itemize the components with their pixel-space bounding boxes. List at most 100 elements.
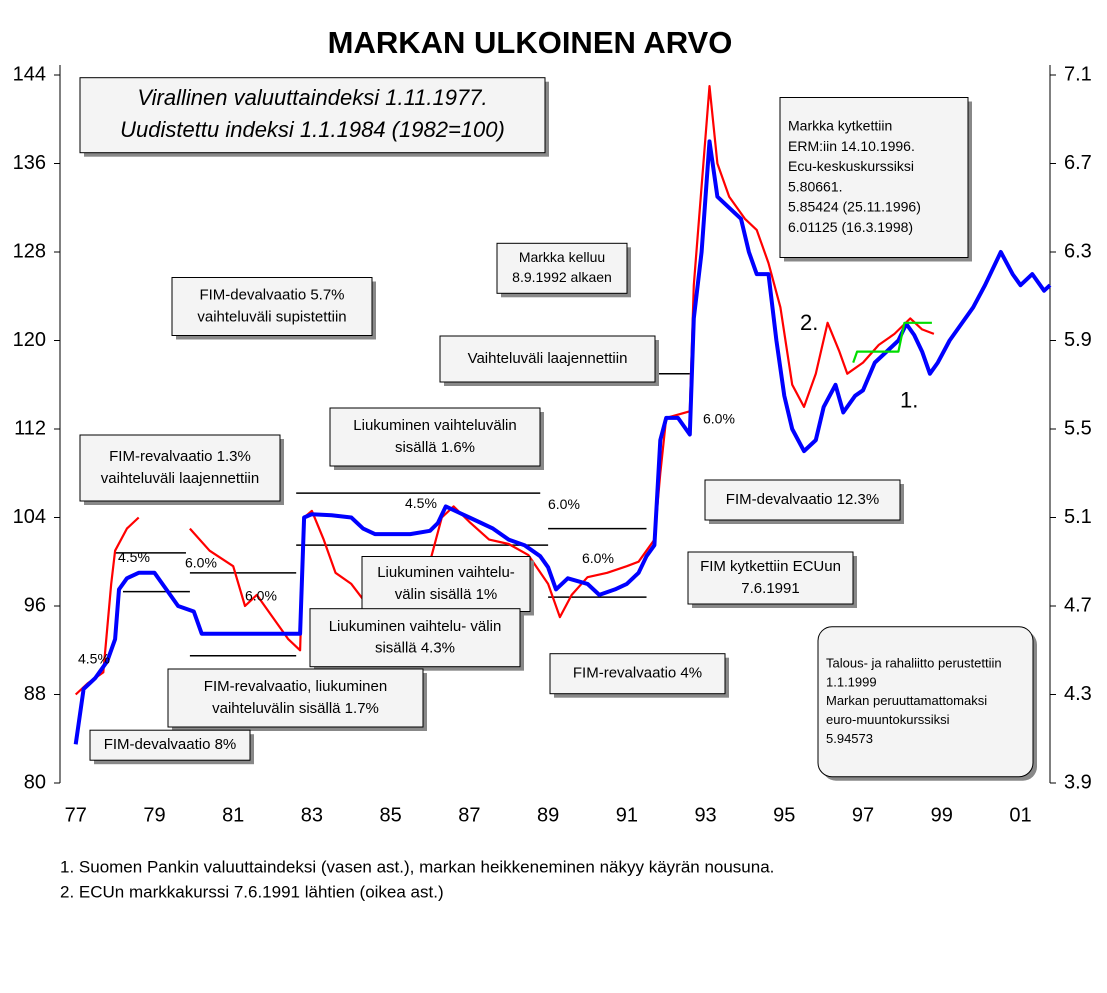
y2-tick-label: 5.9	[1064, 329, 1092, 351]
y2-tick-label: 7.1	[1064, 63, 1092, 85]
x-tick-label: 01	[1009, 804, 1031, 826]
annotation-text: ERM:iin 14.10.1996.	[788, 138, 915, 154]
box-frame	[496, 242, 628, 294]
small-label: 6.0%	[582, 550, 614, 566]
annotation-box: FIM-devalvaatio 5.7% vaihteluväli supiste…	[171, 277, 376, 340]
small-label: 6.0%	[548, 496, 580, 512]
box-frame	[704, 479, 901, 521]
annotation-text: euro-muuntokurssiksi	[826, 712, 950, 727]
x-tick-label: 95	[773, 804, 795, 826]
box-frame	[171, 277, 373, 336]
annotation-box: FIM-devalvaatio 8%	[89, 729, 254, 765]
chart-title: MARKAN ULKOINEN ARVO	[328, 25, 733, 60]
x-tick-label: 89	[537, 804, 559, 826]
y-tick-label: 136	[13, 152, 46, 174]
annotation-text: Markan peruuttamattomaksi	[826, 693, 987, 708]
y2-tick-label: 3.9	[1064, 771, 1092, 793]
y-tick-label: 120	[13, 329, 46, 351]
x-tick-label: 83	[301, 804, 323, 826]
annotation-text: Liukuminen vaihteluvälin	[353, 417, 516, 434]
y-tick-label: 88	[24, 683, 46, 705]
small-label: 4.5%	[405, 495, 437, 511]
annotation-text: Markka kelluu	[519, 249, 605, 265]
box-frame	[361, 556, 531, 612]
annotation-text: vaihteluvälin sisällä 1.7%	[212, 700, 379, 717]
annotation-text: Vaihteluväli laajennettiin	[468, 350, 628, 367]
series-line	[852, 321, 932, 363]
small-label: 4.5%	[78, 651, 110, 667]
box-frame	[89, 729, 251, 761]
annotation-text: FIM-revalvaatio, liukuminen	[204, 678, 387, 695]
annotation-text: Uudistettu indeksi 1.1.1984 (1982=100)	[120, 117, 505, 142]
annotation-text: FIM-revalvaatio 4%	[573, 665, 702, 682]
y-tick-label: 128	[13, 240, 46, 262]
annotation-box: Vaihteluväli laajennettiin	[439, 335, 659, 386]
box-frame	[687, 551, 854, 605]
small-label: 6.0%	[185, 554, 217, 570]
box-frame	[817, 626, 1034, 778]
annotation-text: sisällä 4.3%	[375, 640, 455, 657]
small-label: 2.	[800, 310, 818, 335]
x-tick-label: 93	[694, 804, 716, 826]
y2-tick-label: 4.3	[1064, 683, 1092, 705]
annotation-text: sisällä 1.6%	[395, 439, 475, 456]
annotation-box: FIM-revalvaatio 1.3% vaihteluväli laajenn…	[79, 434, 284, 505]
y-tick-label: 104	[13, 506, 46, 528]
y2-tick-label: 6.3	[1064, 240, 1092, 262]
annotation-text: 5.94573	[826, 731, 873, 746]
annotation-box: FIM-revalvaatio 4%	[549, 653, 729, 698]
annotation-box: FIM kytkettiin ECUun 7.6.1991	[687, 551, 857, 608]
annotation-box: Markka kelluu 8.9.1992 alkaen	[496, 242, 631, 298]
annotation-box: Virallinen valuuttaindeksi 1.11.1977. Uud…	[79, 77, 549, 157]
annotation-text: Virallinen valuuttaindeksi 1.11.1977.	[137, 85, 487, 110]
box-frame	[309, 608, 521, 668]
annotation-box: Liukuminen vaihtelu-välin sisällä 1%	[361, 556, 534, 616]
annotation-text: Ecu-keskuskurssiksi	[788, 158, 914, 174]
annotation-box: FIM-revalvaatio, liukuminen vaihteluvälin…	[167, 668, 427, 731]
box-frame	[79, 434, 281, 502]
annotation-text: Liukuminen vaihtelu- välin	[329, 618, 502, 635]
annotation-text: Markka kytkettiin	[788, 117, 892, 133]
annotation-text: 5.80661.	[788, 178, 843, 194]
annotation-text: 5.85424 (25.11.1996)	[788, 199, 921, 215]
annotation-text: FIM-devalvaatio 5.7%	[199, 287, 344, 304]
y-tick-label: 112	[14, 417, 46, 439]
y2-tick-label: 5.1	[1064, 506, 1092, 528]
annotation-box: Liukuminen vaihtelu- välin sisällä 4.3%	[309, 608, 524, 671]
box-frame	[167, 668, 424, 728]
y-tick-label: 144	[13, 63, 46, 85]
box-frame	[549, 653, 726, 695]
x-tick-label: 85	[380, 804, 402, 826]
annotation-text: FIM kytkettiin ECUun	[700, 558, 841, 575]
x-tick-label: 77	[65, 804, 87, 826]
annotation-text: FIM-devalvaatio 12.3%	[726, 491, 879, 508]
annotation-box: Liukuminen vaihteluvälin sisällä 1.6%	[329, 407, 544, 470]
x-tick-label: 79	[143, 804, 165, 826]
annotation-text: Liukuminen vaihtelu-	[377, 564, 515, 581]
y2-tick-label: 6.7	[1064, 152, 1092, 174]
x-tick-label: 81	[222, 804, 244, 826]
annotation-text: vaihteluväli supistettiin	[197, 308, 346, 325]
small-label: 1.	[900, 388, 918, 413]
annotation-box: Markka kytkettiin ERM:iin 14.10.1996. Ecu-…	[779, 97, 972, 262]
x-tick-label: 97	[852, 804, 874, 826]
box-frame	[79, 77, 546, 154]
box-frame	[779, 97, 969, 258]
annotation-text: vaihteluväli laajennettiin	[101, 470, 259, 487]
annotation-text: 7.6.1991	[741, 580, 799, 597]
annotation-box: Talous- ja rahaliitto perustettiin 1.1.19…	[817, 626, 1037, 781]
annotation-text: FIM-devalvaatio 8%	[104, 736, 237, 753]
x-tick-label: 99	[931, 804, 953, 826]
box-frame	[329, 407, 541, 467]
footnote: 1. Suomen Pankin valuuttaindeksi (vasen …	[60, 857, 774, 876]
box-frame	[439, 335, 656, 383]
annotation-text: FIM-revalvaatio 1.3%	[109, 448, 251, 465]
annotation-box: FIM-devalvaatio 12.3%	[704, 479, 904, 524]
small-label: 4.5%	[118, 549, 150, 565]
y-tick-label: 80	[24, 771, 46, 793]
y2-tick-label: 5.5	[1064, 417, 1092, 439]
y-tick-label: 96	[24, 594, 46, 616]
annotation-text: 8.9.1992 alkaen	[512, 269, 612, 285]
